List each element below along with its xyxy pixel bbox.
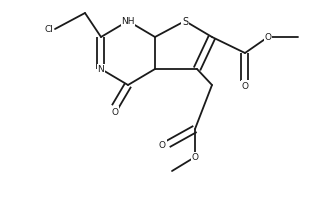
Text: N: N bbox=[98, 65, 104, 74]
Text: S: S bbox=[182, 17, 188, 27]
Text: O: O bbox=[264, 33, 271, 42]
Text: O: O bbox=[112, 108, 119, 116]
Text: Cl: Cl bbox=[44, 25, 53, 34]
Text: NH: NH bbox=[121, 18, 135, 26]
Text: O: O bbox=[159, 140, 166, 149]
Text: O: O bbox=[242, 82, 249, 91]
Text: O: O bbox=[191, 153, 198, 162]
